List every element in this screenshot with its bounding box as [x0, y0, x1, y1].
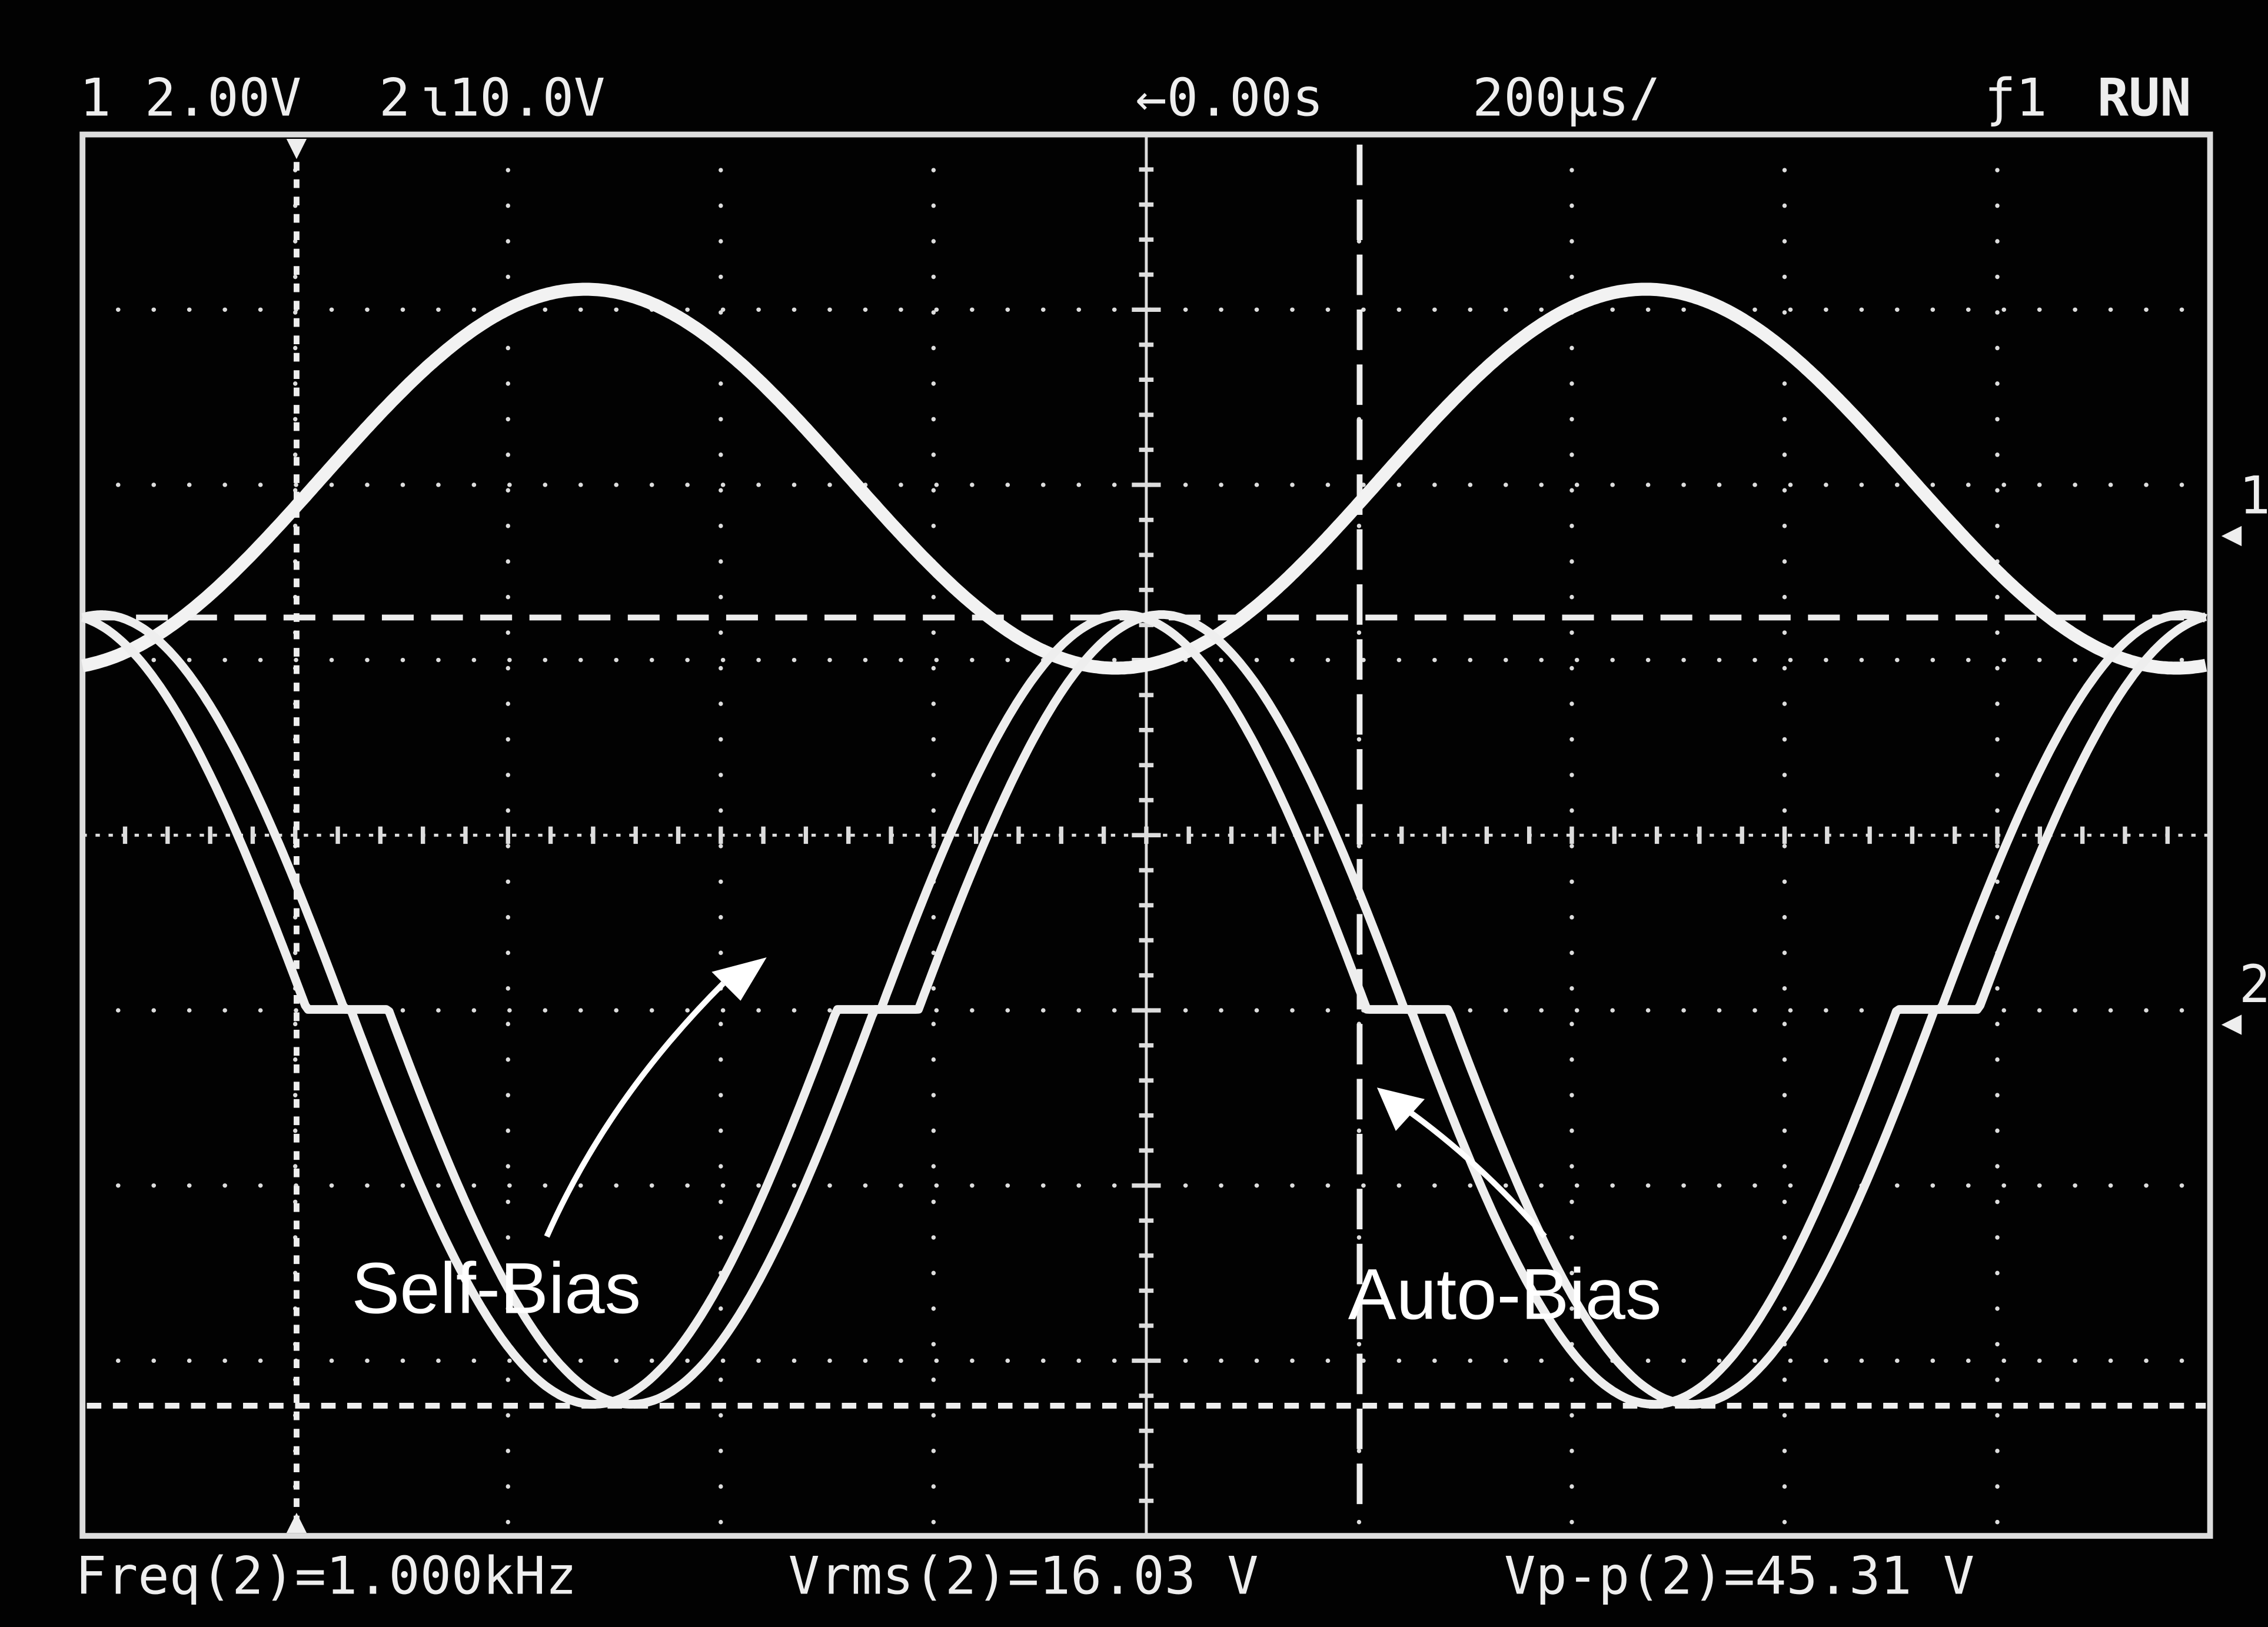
measurement: Vrms(2)=16.03 V: [789, 1545, 1259, 1606]
self-bias-label: Self-Bias: [351, 1249, 641, 1329]
measurement: Freq(2)=1.000kHz: [75, 1545, 577, 1606]
page: 1 2.00V 2 ɩ 10.0V ←0.00s 200µs/ ƒ1 RUN ◂…: [0, 0, 2268, 1627]
run-status: RUN: [2097, 68, 2191, 128]
coupling-symbol: ɩ: [420, 68, 451, 128]
ch2-marker: 2: [2239, 954, 2268, 1014]
ch1-marker: 1: [2239, 465, 2268, 526]
time-offset: ←0.00s: [1135, 68, 1323, 128]
ch1-scale: 2.00V: [145, 68, 301, 128]
auto-bias-label: Auto-Bias: [1348, 1254, 1662, 1335]
time-scale: 200µs/: [1472, 68, 1661, 128]
measurement: Vp-p(2)=45.31 V: [1504, 1545, 1974, 1606]
ch2-scale: 10.0V: [448, 68, 605, 128]
ch2-label: 2: [379, 68, 410, 128]
trigger: ƒ1: [1984, 68, 2047, 128]
oscilloscope-screen: 1 2.00V 2 ɩ 10.0V ←0.00s 200µs/ ƒ1 RUN ◂…: [0, 0, 2268, 1627]
background: [0, 0, 2268, 1627]
ch1-label: 1: [79, 68, 111, 128]
